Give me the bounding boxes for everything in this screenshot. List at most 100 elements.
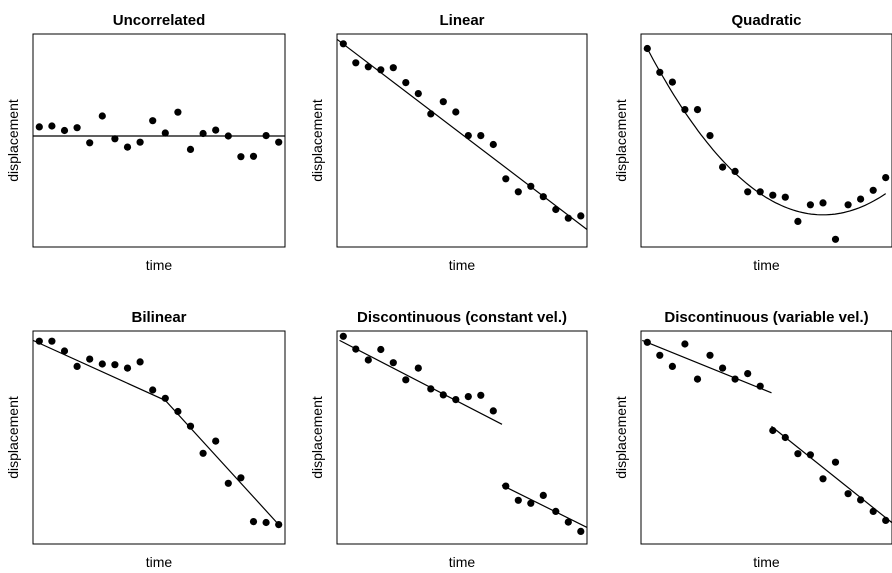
- panel-3: Quadratic time displacement: [613, 12, 892, 273]
- data-point: [186, 145, 195, 153]
- data-point: [564, 518, 572, 526]
- data-point: [819, 199, 827, 207]
- data-point: [237, 474, 245, 482]
- data-point: [681, 340, 689, 348]
- data-point: [339, 332, 347, 340]
- fit-line-1: [642, 339, 772, 394]
- plot-frame: [336, 330, 588, 545]
- data-point: [831, 458, 840, 466]
- data-point: [527, 182, 535, 190]
- data-point: [882, 174, 890, 182]
- panel-1: Uncorrelated time displacement: [5, 12, 286, 273]
- data-point: [502, 175, 510, 183]
- data-point: [35, 123, 43, 131]
- data-point: [831, 235, 840, 243]
- data-point: [577, 212, 585, 220]
- data-point: [60, 126, 69, 135]
- y-axis-label: displacement: [613, 99, 629, 182]
- y-axis-label: displacement: [5, 396, 21, 479]
- data-point: [149, 117, 157, 125]
- data-point: [477, 132, 485, 140]
- x-axis-label: time: [753, 554, 780, 570]
- data-point: [819, 475, 827, 483]
- data-point: [262, 518, 270, 527]
- data-point: [339, 40, 347, 48]
- data-point: [275, 138, 283, 146]
- panel-5: Discontinuous (constant vel.) time displac…: [309, 309, 588, 570]
- data-point: [882, 516, 890, 525]
- data-point: [123, 364, 132, 372]
- data-point: [539, 491, 547, 499]
- data-point: [552, 205, 560, 214]
- data-point: [86, 355, 94, 363]
- data-point: [643, 338, 651, 346]
- x-axis-label: time: [449, 257, 476, 273]
- data-point: [149, 386, 157, 394]
- data-point: [756, 382, 764, 390]
- data-point: [744, 370, 752, 378]
- data-point: [352, 59, 360, 67]
- plot-frame: [32, 33, 286, 248]
- fit-line-1: [339, 339, 503, 425]
- panel-title: Discontinuous (variable vel.): [664, 309, 868, 326]
- data-point: [161, 394, 169, 402]
- data-point: [452, 108, 460, 116]
- data-point: [111, 361, 119, 369]
- data-point: [402, 79, 410, 87]
- data-point: [98, 112, 106, 120]
- data-point: [464, 132, 472, 140]
- data-point: [489, 407, 497, 415]
- data-point: [73, 362, 81, 370]
- panel-title: Discontinuous (constant vel.): [357, 309, 567, 326]
- data-point: [719, 364, 727, 372]
- data-point: [806, 201, 815, 209]
- data-point: [262, 132, 270, 140]
- data-point: [414, 364, 422, 372]
- data-point: [693, 106, 702, 114]
- panel-title: Quadratic: [731, 12, 801, 29]
- data-point: [136, 138, 144, 146]
- data-point: [806, 451, 815, 459]
- panel-title: Bilinear: [131, 309, 186, 326]
- data-point: [781, 433, 789, 442]
- data-point: [869, 186, 877, 194]
- data-point: [377, 345, 385, 354]
- data-point: [731, 167, 739, 175]
- data-point: [706, 132, 714, 140]
- data-point: [452, 396, 460, 404]
- data-point: [439, 98, 447, 106]
- data-point: [514, 496, 522, 504]
- data-point: [794, 450, 802, 458]
- data-point: [794, 217, 802, 225]
- data-point: [389, 64, 397, 72]
- data-point: [744, 188, 752, 196]
- plot-frame: [336, 33, 588, 248]
- data-point: [224, 479, 232, 487]
- fit-line-2: [501, 484, 587, 529]
- data-point: [514, 188, 522, 196]
- data-point: [123, 143, 132, 151]
- fit-line-1: [337, 38, 587, 230]
- data-point: [857, 195, 865, 203]
- data-point: [389, 359, 397, 367]
- data-point: [136, 358, 144, 366]
- data-point: [464, 393, 472, 401]
- data-point: [693, 375, 702, 383]
- x-axis-label: time: [146, 554, 173, 570]
- data-point: [844, 490, 852, 498]
- data-point: [731, 375, 739, 383]
- data-point: [769, 191, 777, 199]
- x-axis-label: time: [449, 554, 476, 570]
- data-point: [844, 201, 852, 209]
- data-point: [111, 135, 119, 143]
- plot-frame: [32, 330, 286, 545]
- data-point: [199, 449, 207, 457]
- y-axis-label: displacement: [309, 99, 325, 182]
- data-point: [656, 351, 664, 359]
- data-point: [564, 214, 572, 222]
- data-point: [60, 347, 69, 355]
- data-point: [439, 391, 447, 399]
- data-point: [427, 110, 435, 118]
- panel-4: Bilinear time displacement: [5, 309, 286, 570]
